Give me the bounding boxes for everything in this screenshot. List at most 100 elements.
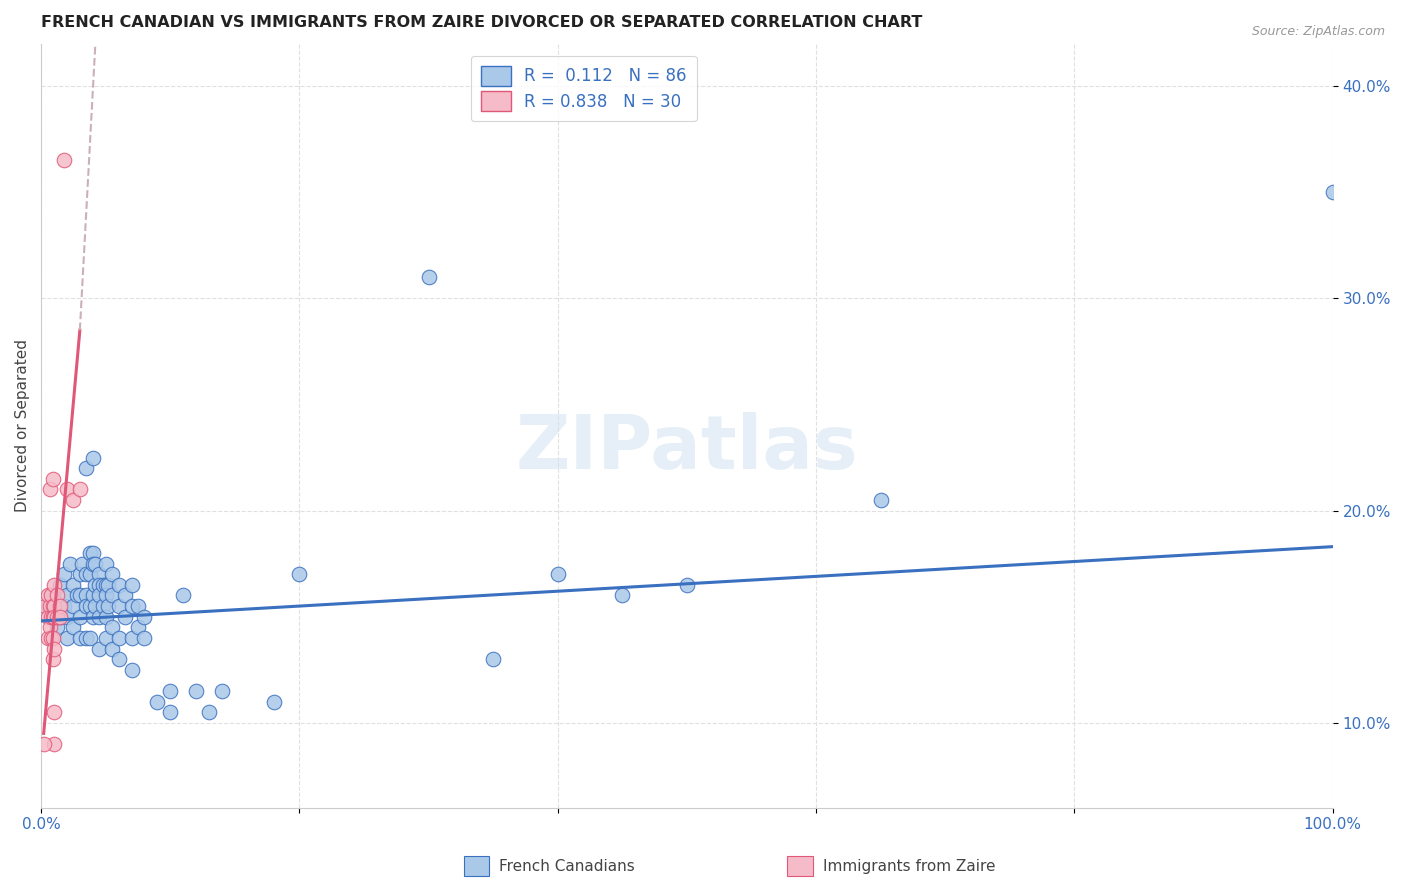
Text: Source: ZipAtlas.com: Source: ZipAtlas.com bbox=[1251, 25, 1385, 38]
Point bbox=[121, 631, 143, 645]
Point bbox=[32, 737, 55, 751]
Point bbox=[84, 557, 107, 571]
Point bbox=[56, 609, 79, 624]
Point bbox=[62, 492, 84, 507]
Text: French Canadians: French Canadians bbox=[499, 859, 636, 873]
Point bbox=[482, 652, 505, 666]
Point bbox=[56, 589, 79, 603]
Point bbox=[79, 567, 101, 582]
Point bbox=[42, 592, 65, 607]
Point bbox=[101, 641, 124, 656]
Point bbox=[869, 492, 891, 507]
Point bbox=[676, 578, 699, 592]
Point bbox=[79, 546, 101, 560]
Point bbox=[82, 450, 104, 465]
Point bbox=[69, 631, 91, 645]
Point bbox=[45, 620, 67, 634]
Text: Immigrants from Zaire: Immigrants from Zaire bbox=[823, 859, 995, 873]
Point bbox=[56, 483, 79, 497]
Point bbox=[107, 631, 129, 645]
Point bbox=[39, 620, 62, 634]
Point bbox=[94, 557, 117, 571]
Point bbox=[42, 631, 65, 645]
Point bbox=[39, 483, 62, 497]
Point bbox=[127, 599, 149, 613]
Point bbox=[121, 599, 143, 613]
Point bbox=[41, 631, 63, 645]
Point bbox=[66, 589, 89, 603]
Point bbox=[94, 578, 117, 592]
Point bbox=[107, 652, 129, 666]
Text: ZIPatlas: ZIPatlas bbox=[516, 412, 858, 485]
Point bbox=[1322, 185, 1344, 199]
Point bbox=[89, 578, 111, 592]
Point bbox=[39, 599, 62, 613]
Point bbox=[84, 578, 107, 592]
Point bbox=[49, 578, 72, 592]
Point bbox=[94, 631, 117, 645]
Point bbox=[159, 705, 181, 719]
Point bbox=[53, 599, 76, 613]
Point bbox=[134, 631, 156, 645]
Point bbox=[101, 567, 124, 582]
Legend: R =  0.112   N = 86, R = 0.838   N = 30: R = 0.112 N = 86, R = 0.838 N = 30 bbox=[471, 56, 696, 121]
Point bbox=[42, 599, 65, 613]
Point bbox=[107, 599, 129, 613]
Point bbox=[62, 599, 84, 613]
Point bbox=[89, 589, 111, 603]
Point bbox=[198, 705, 221, 719]
Point bbox=[42, 578, 65, 592]
Point bbox=[91, 599, 114, 613]
Point bbox=[184, 684, 207, 698]
Point bbox=[82, 557, 104, 571]
Point bbox=[72, 557, 94, 571]
Point bbox=[134, 609, 156, 624]
Point bbox=[82, 609, 104, 624]
Point bbox=[45, 609, 67, 624]
Point bbox=[211, 684, 233, 698]
Point bbox=[37, 599, 59, 613]
Point bbox=[49, 609, 72, 624]
Point bbox=[89, 609, 111, 624]
Point bbox=[89, 567, 111, 582]
Point bbox=[62, 620, 84, 634]
Point bbox=[82, 589, 104, 603]
Point bbox=[97, 599, 120, 613]
Point bbox=[42, 472, 65, 486]
Point bbox=[91, 578, 114, 592]
Point bbox=[42, 737, 65, 751]
Point bbox=[69, 567, 91, 582]
Point bbox=[42, 609, 65, 624]
Point bbox=[42, 652, 65, 666]
Point bbox=[34, 599, 56, 613]
Point bbox=[101, 620, 124, 634]
Point bbox=[37, 589, 59, 603]
Point bbox=[53, 153, 76, 168]
Point bbox=[101, 589, 124, 603]
Point bbox=[288, 567, 311, 582]
Point bbox=[547, 567, 569, 582]
Point bbox=[42, 641, 65, 656]
Point bbox=[41, 609, 63, 624]
Point bbox=[82, 546, 104, 560]
Point bbox=[69, 609, 91, 624]
Point bbox=[41, 589, 63, 603]
Point bbox=[42, 609, 65, 624]
Point bbox=[97, 578, 120, 592]
Point bbox=[42, 705, 65, 719]
Point bbox=[263, 695, 285, 709]
Point bbox=[69, 589, 91, 603]
Point bbox=[121, 663, 143, 677]
Point bbox=[159, 684, 181, 698]
Point bbox=[84, 599, 107, 613]
Point bbox=[75, 589, 97, 603]
Point bbox=[127, 620, 149, 634]
Point bbox=[107, 578, 129, 592]
Point bbox=[58, 557, 80, 571]
Point bbox=[114, 589, 136, 603]
Y-axis label: Divorced or Separated: Divorced or Separated bbox=[15, 339, 30, 512]
Point bbox=[53, 567, 76, 582]
Text: FRENCH CANADIAN VS IMMIGRANTS FROM ZAIRE DIVORCED OR SEPARATED CORRELATION CHART: FRENCH CANADIAN VS IMMIGRANTS FROM ZAIRE… bbox=[41, 15, 922, 30]
Point bbox=[94, 589, 117, 603]
Point bbox=[79, 599, 101, 613]
